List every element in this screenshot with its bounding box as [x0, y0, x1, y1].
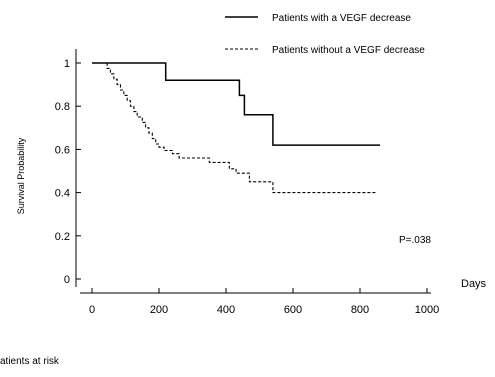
axes: 0 0.2 0.4 0.6 0.8 1 0 200 400 600 800 1000 [55, 49, 439, 316]
x-tick-label: 0 [89, 304, 95, 316]
series-layer [92, 62, 381, 194]
p-value-annotation: P=.038 [399, 235, 431, 246]
series-line-1 [92, 62, 381, 146]
y-tick-label: 0.6 [55, 144, 70, 156]
x-tick-label: 400 [217, 304, 235, 316]
x-tick-label: 200 [150, 304, 168, 316]
y-axis-title: Survival Probability [16, 137, 26, 214]
y-tick-label: 1 [64, 58, 70, 70]
x-tick-label: 1000 [415, 304, 439, 316]
series-line-2 [92, 62, 377, 194]
y-tick-label: 0.4 [55, 188, 70, 200]
legend-label-2: Patients without a VEGF decrease [272, 45, 425, 56]
legend-label-1: Patients with a VEGF decrease [272, 13, 411, 24]
legend: Patients with a VEGF decrease Patients wi… [225, 13, 425, 56]
x-tick-label: 800 [351, 304, 369, 316]
y-tick-label: 0.2 [55, 231, 70, 243]
x-axis-title: Days [461, 278, 487, 290]
x-tick-label: 600 [284, 304, 302, 316]
patients-at-risk-label: atients at risk [0, 356, 60, 367]
y-tick-label: 0 [64, 274, 70, 286]
y-tick-label: 0.8 [55, 101, 70, 113]
